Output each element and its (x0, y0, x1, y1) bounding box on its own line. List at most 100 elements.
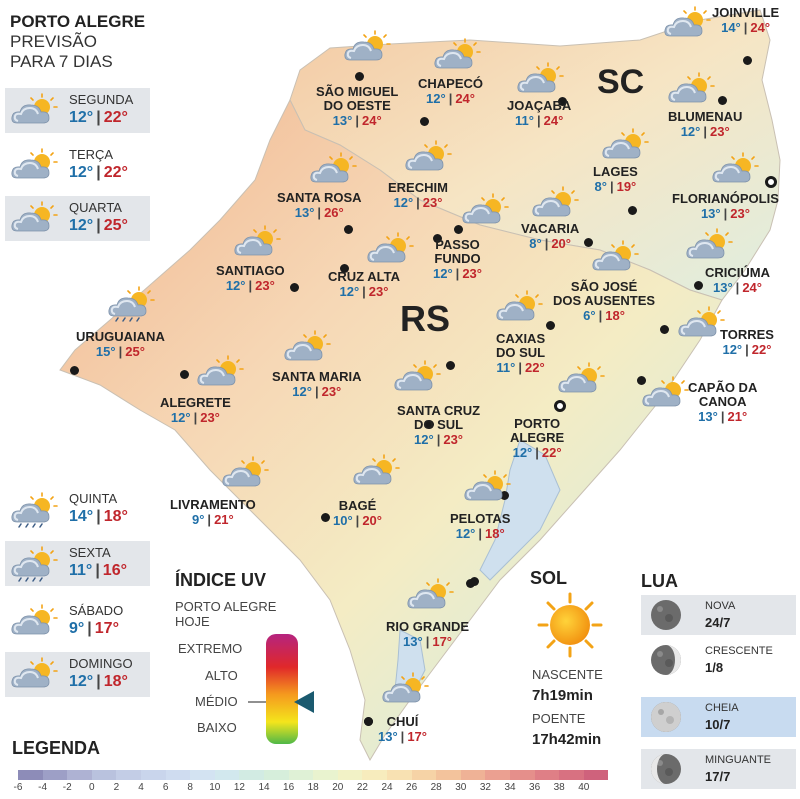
city-temps: 12° | 23° (397, 432, 480, 447)
city-temps: 12° | 23° (272, 384, 362, 399)
day-label: SÁBADO (69, 603, 124, 618)
legend-color-cell (460, 770, 486, 780)
partly-cloudy-icon (600, 128, 650, 164)
partly-cloudy-icon (662, 6, 712, 42)
legend-color-cell (510, 770, 535, 780)
legend-color-cell (264, 770, 289, 780)
city-temps: 8° | 20° (521, 236, 579, 251)
legend-value: 4 (138, 782, 144, 793)
temp-max: 24° (750, 20, 771, 35)
temp-max: 21° (727, 409, 748, 424)
city-label: RIO GRANDE 13° | 17° (386, 620, 469, 650)
temp-separator: | (735, 280, 740, 295)
temp-max: 24° (742, 280, 762, 295)
city-label: CAPÃO DA CANOA 13° | 21° (688, 380, 758, 425)
legend-value: 0 (89, 782, 95, 793)
city-temps: 8° | 19° (593, 179, 638, 194)
temp-max: 22° (103, 109, 128, 126)
legend-color-cell (190, 770, 215, 780)
city-temps: 12° | 22° (510, 445, 564, 460)
temp-min: 12° (433, 266, 453, 281)
city-name: CRUZ ALTA (328, 269, 400, 284)
day-label: QUARTA (69, 200, 122, 215)
city-temps: 10° | 20° (333, 513, 382, 528)
legend-color-cell (583, 770, 609, 780)
header-line3: PARA 7 DIAS (10, 52, 113, 71)
legend-value: 16 (283, 782, 295, 793)
temp-min: 12° (426, 91, 446, 106)
sunset-label: POENTE (532, 711, 586, 726)
uv-level-extremo: EXTREMO (178, 641, 243, 656)
day-temps: 11° | 16° (69, 562, 127, 580)
legend-value: 2 (113, 782, 120, 793)
temp-separator: | (96, 109, 101, 126)
temp-min: 8° (529, 236, 542, 251)
temp-min: 6° (583, 308, 596, 323)
legend-value: 40 (578, 782, 590, 793)
city-name-line1: PASSO (435, 237, 480, 252)
sunset-time: 17h42min (532, 731, 602, 748)
temp-max: 23° (321, 384, 342, 399)
forecast-header: PORTO ALEGRE PREVISÃO PARA 7 DIAS (10, 12, 145, 72)
temp-min: 13° (294, 205, 315, 220)
temp-max: 23° (710, 124, 730, 139)
city-marker-dot (180, 370, 189, 379)
city-marker-dot (546, 321, 555, 330)
temp-separator: | (544, 236, 549, 251)
city-marker-dot (340, 264, 349, 273)
moon-phase-row: NOVA 24/7 (641, 595, 796, 635)
legend-value: 18 (307, 782, 319, 793)
city-marker-dot (355, 72, 364, 81)
legend-color-cell (436, 770, 461, 780)
day-row: TERÇA 12° | 22° (5, 143, 150, 188)
temp-max: 22° (541, 445, 562, 460)
city-temps: 13° | 17° (378, 729, 427, 744)
temp-min: 8° (594, 179, 607, 194)
city-name: VACARIA (521, 221, 580, 236)
temp-separator: | (96, 673, 101, 690)
temp-min: 12° (680, 124, 701, 139)
city-temps: 12° | 24° (418, 91, 483, 106)
moon-phase-label: MINGUANTE (705, 754, 771, 766)
partly-cloudy-icon (195, 355, 245, 391)
partly-cloudy-icon (590, 240, 640, 276)
city-name-line1: CAPÃO DA (688, 380, 758, 395)
city-name: FLORIANÓPOLIS (672, 191, 779, 206)
city-marker-dot (433, 234, 442, 243)
city-name: LAGES (593, 164, 638, 179)
temp-min: 12° (170, 410, 191, 425)
temp-separator: | (743, 20, 748, 35)
day-row: SEXTA 11° | 16° (5, 541, 150, 586)
temp-max: 19° (616, 179, 637, 194)
legend-value: 34 (504, 782, 516, 793)
city-marker-dot (454, 225, 463, 234)
temp-separator: | (416, 195, 420, 210)
sun-panel: SOL (530, 568, 630, 748)
city-label: LIVRAMENTO 9° | 21° (170, 497, 256, 528)
city-marker-dot (321, 513, 330, 522)
temp-separator: | (436, 432, 441, 447)
city-temps: 9° | 21° (170, 512, 256, 527)
temp-max: 23° (462, 266, 482, 281)
temp-min: 13° (713, 280, 733, 295)
temp-separator: | (448, 91, 453, 106)
city-name: LIVRAMENTO (170, 497, 256, 512)
uv-level-medio: MÉDIO (195, 694, 238, 709)
temp-separator: | (720, 409, 725, 424)
partly-cloudy-icon (9, 657, 59, 693)
legend-value: 28 (430, 782, 442, 793)
temp-separator: | (535, 445, 539, 460)
city-name: URUGUAIANA (76, 329, 165, 344)
partly-cloudy-icon (666, 72, 716, 108)
temp-min: 12° (69, 109, 94, 126)
legend-value: -6 (13, 782, 23, 793)
temp-separator: | (193, 410, 198, 425)
city-label: CRUZ ALTA 12° | 23° (328, 269, 400, 300)
temp-min: 14° (721, 20, 741, 35)
city-name: SANTIAGO (216, 263, 285, 278)
temp-separator: | (207, 512, 212, 527)
legend-value: 26 (406, 782, 418, 793)
city-label: JOINVILLE 14° | 24° (712, 6, 779, 36)
temp-min: 12° (722, 342, 743, 357)
temp-max: 16° (102, 562, 127, 579)
